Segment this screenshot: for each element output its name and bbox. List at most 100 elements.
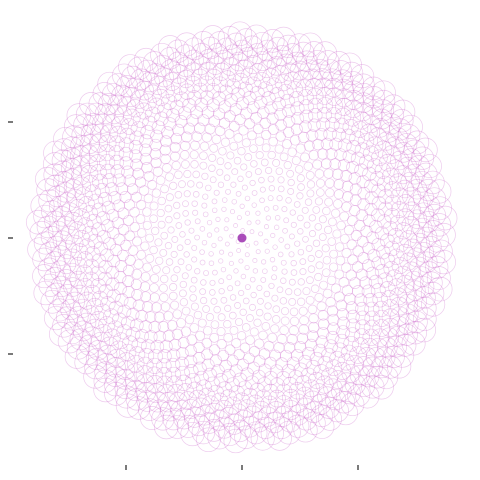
spiral-point [53,171,75,193]
spiral-point [398,114,423,139]
spiral-point [380,252,396,268]
spiral-point [30,193,55,218]
spiral-point [139,134,153,148]
spiral-point [405,130,430,155]
spiral-point [357,198,370,211]
spiral-point [253,72,271,89]
spiral-point [354,142,370,158]
spiral-point [387,228,404,244]
spiral-point [194,122,206,134]
spiral-point [81,305,100,324]
spiral-point [36,178,60,202]
spiral-point [344,373,366,395]
spiral-point [264,302,272,310]
spiral-point [303,221,311,229]
spiral-point [380,317,400,337]
spiral-point [412,307,437,331]
spiral-point [147,179,158,190]
spiral-point [412,217,433,239]
spiral-point [176,69,196,89]
spiral-point [381,289,398,307]
spiral-point [364,191,379,205]
spiral-point [346,140,361,155]
spiral-point [370,117,390,138]
spiral-point [120,118,138,135]
spiral-point [158,283,168,293]
spiral-point [94,303,112,321]
spiral-point [349,205,361,217]
spiral-point [286,356,301,371]
spiral-point [361,284,376,299]
spiral-point [357,186,371,200]
spiral-point [370,328,390,347]
spiral-point [298,324,310,335]
spiral-point [348,172,362,185]
spiral-point [105,265,120,280]
spiral-point [299,315,309,326]
spiral-point [142,207,152,217]
spiral-point [269,364,284,379]
spiral-point [152,88,170,107]
spiral-point [48,321,74,347]
spiral-point [371,108,393,130]
spiral-point [296,192,304,200]
spiral-point [208,409,230,431]
spiral-point [317,318,330,330]
spiral-point [366,365,389,389]
spiral-point [38,189,62,213]
spiral-point [423,203,446,227]
spiral-point [42,152,67,177]
spiral-point [390,108,414,133]
spiral-point [166,39,190,63]
spiral-point [100,336,119,356]
spiral-point [196,427,221,453]
spiral-point [36,215,60,239]
spiral-point [268,282,275,290]
spiral-point [366,231,380,245]
spiral-point [288,233,295,240]
spiral-point [247,130,257,141]
spiral-point [205,83,221,99]
spiral-point [226,354,239,367]
spiral-point [320,137,334,151]
spiral-point [98,144,116,162]
spiral-point [126,354,145,373]
spiral-point [352,374,376,398]
spiral-point [323,127,337,141]
spiral-point [295,375,312,392]
spiral-point [297,228,304,235]
spiral-point [346,215,358,226]
spiral-point [226,64,245,83]
spiral-point [263,411,286,434]
spiral-point [155,175,166,186]
spiral-point [334,333,350,349]
spiral-point [239,203,245,209]
spiral-point [389,287,408,306]
spiral-point [337,353,355,371]
spiral-point [236,248,242,253]
spiral-point [340,392,365,417]
spiral-point [352,111,371,130]
spiral-point [198,61,217,81]
spiral-point [287,188,295,195]
spiral-point [256,39,279,62]
spiral-point [199,36,222,60]
spiral-point [201,132,212,143]
spiral-point [143,193,154,204]
spiral-point [289,134,301,146]
spiral-point [262,383,279,401]
spiral-point [249,345,260,357]
spiral-point [397,284,417,304]
spiral-point [139,143,152,157]
spiral-point [244,421,268,445]
spiral-point [178,106,192,121]
spiral-point [295,79,313,97]
spiral-point [168,291,178,301]
spiral-point [418,261,441,284]
spiral-point [171,235,179,243]
spiral-point [395,323,418,346]
spiral-point [113,270,127,284]
spiral-point [301,206,309,214]
spiral-point [244,264,250,271]
spiral-point [332,390,356,414]
